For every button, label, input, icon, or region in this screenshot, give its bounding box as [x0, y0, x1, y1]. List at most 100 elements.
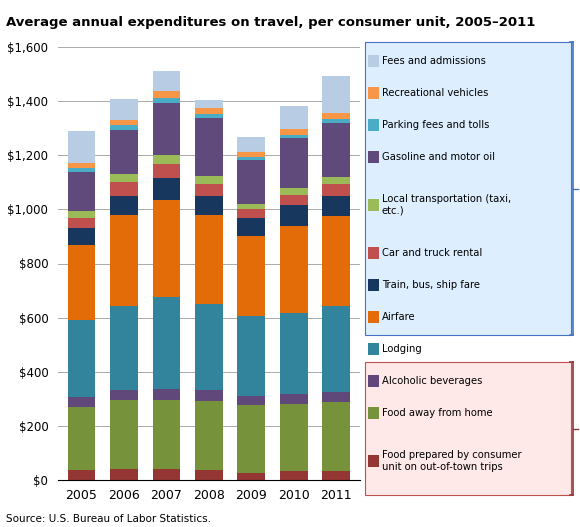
Bar — [153, 98, 180, 103]
Bar — [195, 470, 223, 480]
FancyBboxPatch shape — [368, 343, 379, 355]
Bar — [67, 407, 95, 470]
FancyBboxPatch shape — [368, 55, 379, 66]
Bar — [237, 160, 265, 203]
Bar — [322, 306, 350, 392]
Bar — [237, 218, 265, 237]
Bar — [110, 214, 137, 306]
FancyBboxPatch shape — [368, 151, 379, 162]
Bar — [153, 155, 180, 163]
Bar — [67, 320, 95, 397]
Text: Local transportation (taxi,
etc.): Local transportation (taxi, etc.) — [382, 194, 511, 216]
Bar — [237, 405, 265, 473]
Bar — [67, 163, 95, 169]
Bar — [195, 215, 223, 304]
Bar — [322, 113, 350, 119]
Bar — [280, 106, 307, 129]
Bar — [153, 297, 180, 389]
Bar — [110, 120, 137, 125]
FancyBboxPatch shape — [365, 42, 571, 335]
Bar — [237, 316, 265, 396]
Text: Train, bus, ship fare: Train, bus, ship fare — [382, 280, 480, 290]
Bar — [67, 131, 95, 163]
Bar — [195, 114, 223, 118]
Bar — [110, 99, 137, 120]
Text: Average annual expenditures on travel, per consumer unit, 2005–2011: Average annual expenditures on travel, p… — [6, 16, 535, 29]
Bar — [67, 172, 95, 211]
Bar — [322, 177, 350, 184]
Bar — [195, 118, 223, 176]
Bar — [280, 314, 307, 395]
Bar — [110, 125, 137, 130]
Bar — [237, 237, 265, 316]
Bar — [322, 471, 350, 480]
Bar — [237, 473, 265, 480]
Bar — [280, 129, 307, 135]
Bar — [153, 469, 180, 480]
Bar — [195, 401, 223, 470]
Bar — [67, 470, 95, 480]
Text: Gasoline and motor oil: Gasoline and motor oil — [382, 152, 495, 162]
Text: Food away from home: Food away from home — [382, 408, 492, 418]
Bar — [67, 211, 95, 218]
FancyBboxPatch shape — [365, 362, 571, 495]
Bar — [237, 157, 265, 160]
Bar — [322, 196, 350, 216]
Bar — [67, 218, 95, 228]
Bar — [110, 401, 137, 470]
Bar — [195, 196, 223, 215]
FancyBboxPatch shape — [368, 119, 379, 131]
Bar — [153, 103, 180, 155]
Bar — [280, 472, 307, 480]
FancyBboxPatch shape — [368, 455, 379, 466]
Bar — [280, 139, 307, 189]
Bar — [67, 169, 95, 172]
Bar — [195, 176, 223, 184]
Bar — [153, 71, 180, 91]
Bar — [67, 397, 95, 407]
FancyBboxPatch shape — [368, 199, 379, 211]
Text: Recreational vehicles: Recreational vehicles — [382, 88, 488, 98]
Bar — [195, 184, 223, 196]
Text: Food prepared by consumer
unit on out-of-town trips: Food prepared by consumer unit on out-of… — [382, 450, 521, 472]
Bar — [322, 76, 350, 113]
Bar — [195, 391, 223, 401]
Bar — [110, 470, 137, 480]
Bar — [280, 206, 307, 226]
Bar — [110, 182, 137, 196]
FancyBboxPatch shape — [368, 311, 379, 323]
Bar — [322, 184, 350, 196]
Bar — [67, 228, 95, 245]
Text: Parking fees and tolls: Parking fees and tolls — [382, 120, 489, 130]
FancyBboxPatch shape — [368, 87, 379, 99]
Bar — [153, 179, 180, 200]
Bar — [280, 404, 307, 472]
Text: Airfare: Airfare — [382, 312, 415, 322]
Text: Alcoholic beverages: Alcoholic beverages — [382, 376, 482, 386]
Bar — [153, 389, 180, 400]
Text: Fees and admissions: Fees and admissions — [382, 56, 485, 66]
Bar — [237, 396, 265, 405]
Bar — [195, 109, 223, 114]
Text: Lodging: Lodging — [382, 344, 422, 354]
Bar — [237, 209, 265, 218]
Bar — [280, 135, 307, 139]
Bar — [280, 395, 307, 404]
Bar — [153, 163, 180, 179]
Bar — [110, 390, 137, 401]
FancyBboxPatch shape — [368, 375, 379, 387]
Bar — [280, 195, 307, 206]
Y-axis label: Nominal dollars: Nominal dollars — [0, 214, 2, 313]
Bar — [67, 245, 95, 320]
Bar — [322, 216, 350, 306]
FancyBboxPatch shape — [368, 279, 379, 290]
Text: Source: U.S. Bureau of Labor Statistics.: Source: U.S. Bureau of Labor Statistics. — [6, 514, 211, 524]
Bar — [110, 306, 137, 390]
Bar — [195, 304, 223, 391]
FancyBboxPatch shape — [368, 407, 379, 418]
Bar — [322, 119, 350, 123]
Bar — [322, 123, 350, 177]
Bar — [237, 203, 265, 209]
Bar — [153, 200, 180, 297]
Bar — [153, 91, 180, 98]
